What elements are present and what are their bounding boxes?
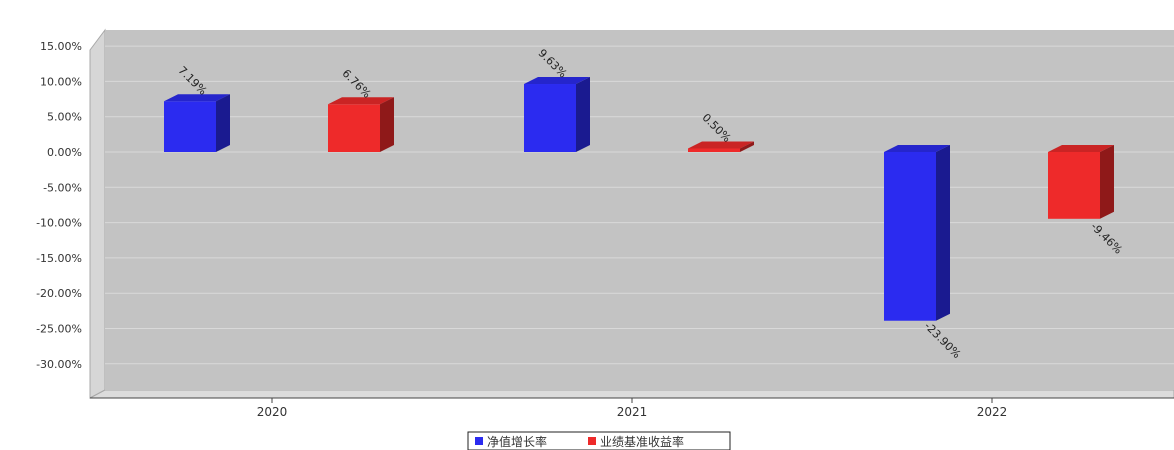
y-tick-label: -20.00%	[36, 287, 82, 300]
x-tick-label: 2021	[617, 405, 648, 419]
x-axis: 2020 2021 2022	[90, 397, 1174, 419]
bar-series-0-2020	[164, 94, 230, 152]
plot-back-wall	[105, 30, 1174, 390]
legend-box	[467, 431, 731, 450]
y-tick-label: 10.00%	[40, 75, 82, 88]
bar-top	[524, 77, 590, 85]
y-tick-label: -30.00%	[36, 358, 82, 371]
plot-wall-left	[89, 28, 106, 399]
x-tick-label: 2022	[977, 405, 1008, 419]
y-tick-label: -25.00%	[36, 323, 82, 336]
bar-series-1-2022	[1048, 145, 1114, 219]
bar-front	[164, 101, 216, 152]
y-tick-label: -5.00%	[43, 181, 82, 194]
bar-top	[328, 97, 394, 105]
y-tick-label: -10.00%	[36, 217, 82, 230]
bar-side	[936, 145, 950, 321]
y-tick-label: -15.00%	[36, 252, 82, 265]
bar-front	[688, 148, 740, 152]
bar-side	[1100, 145, 1114, 219]
grid-lines	[105, 45, 1174, 365]
bar-top	[884, 145, 950, 152]
legend: 净值增长率 业绩基准收益率	[467, 431, 731, 450]
bar-front	[884, 152, 936, 321]
plot-floor	[89, 389, 1174, 399]
y-axis: 15.00% 10.00% 5.00% 0.00% -5.00% -10.00% -15.0…	[36, 40, 82, 371]
bar-front	[1048, 152, 1100, 219]
bar-side	[576, 77, 590, 152]
bar-series-1-2020	[328, 97, 394, 152]
plot-area	[89, 28, 1174, 399]
bar-front	[524, 84, 576, 152]
bar-side	[740, 141, 754, 152]
bar-front	[328, 104, 380, 152]
y-tick-label: 0.00%	[47, 146, 82, 159]
bar-top	[164, 94, 230, 102]
bar-top	[1048, 145, 1114, 152]
legend-swatch-series-0	[475, 437, 483, 445]
bar-series-1-2021	[688, 141, 754, 152]
bar-series-0-2021	[524, 77, 590, 152]
bar-top	[688, 141, 754, 149]
y-tick-label: 15.00%	[40, 40, 82, 53]
legend-label-series-1: 业绩基准收益率	[600, 434, 684, 449]
x-tick-label: 2020	[257, 405, 288, 419]
legend-label-series-0: 净值增长率	[487, 434, 547, 449]
y-tick-label: 5.00%	[47, 111, 82, 124]
bar-side	[380, 97, 394, 152]
bar-series-0-2022	[884, 145, 950, 321]
bar-side	[216, 94, 230, 152]
legend-swatch-series-1	[588, 437, 596, 445]
